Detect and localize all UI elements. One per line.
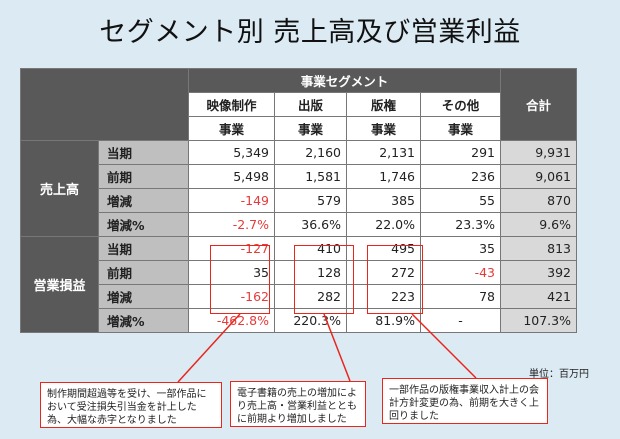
row-label: 前期 (98, 164, 189, 189)
table-row: 増減 -149 579 385 55 870 (21, 188, 577, 213)
row-label: 当期 (98, 140, 189, 165)
table-cell: 35 (188, 260, 275, 285)
table-cell: 410 (274, 236, 347, 261)
table-corner (20, 68, 189, 141)
table-cell: 2,131 (346, 140, 421, 165)
callout-rights: 一部作品の版権事業収入計上の会計方針変更の為、前期を大きく上回りました (382, 378, 548, 424)
table-cell: 579 (274, 188, 347, 213)
row-label: 増減 (98, 188, 189, 213)
op-profit-group-label: 営業損益 (20, 236, 99, 333)
total-cell: 392 (500, 260, 577, 285)
callout-video: 制作期間超過等を受け、一部作品において受注損失引当金を計上した為、大幅な赤字とな… (40, 382, 222, 428)
total-cell: 9,931 (500, 140, 577, 165)
table-cell: -2.7% (188, 212, 275, 237)
table-cell: 236 (420, 164, 501, 189)
table-cell: -127 (188, 236, 275, 261)
col-header-publishing-sub: 事業 (274, 116, 347, 141)
row-label: 増減% (98, 308, 189, 333)
table-cell: 220.3% (274, 308, 347, 333)
col-header-publishing: 出版 (274, 92, 347, 117)
col-header-rights-sub: 事業 (346, 116, 421, 141)
table-cell: 272 (346, 260, 421, 285)
total-cell: 813 (500, 236, 577, 261)
table-cell: 81.9% (346, 308, 421, 333)
total-cell: 9,061 (500, 164, 577, 189)
table-cell: -149 (188, 188, 275, 213)
row-label: 前期 (98, 260, 189, 285)
table-cell: 223 (346, 284, 421, 309)
table-cell: - (420, 308, 501, 333)
row-label: 増減 (98, 284, 189, 309)
total-header: 合計 (500, 68, 577, 141)
row-label: 当期 (98, 236, 189, 261)
table-cell: 291 (420, 140, 501, 165)
table-row: 営業損益 当期 -127 410 495 35 813 (20, 236, 577, 333)
table-row: 売上高 当期 5,349 2,160 2,131 291 9,931 (20, 140, 577, 237)
table-cell: 2,160 (274, 140, 347, 165)
table-cell: 5,349 (188, 140, 275, 165)
table-cell: -162 (188, 284, 275, 309)
col-header-video: 映像制作 (188, 92, 275, 117)
table-row: 前期 5,498 1,581 1,746 236 9,061 (21, 164, 577, 189)
table-cell: 23.3% (420, 212, 501, 237)
total-cell: 870 (500, 188, 577, 213)
page-title: セグメント別 売上高及び営業利益 (99, 17, 521, 48)
total-cell: 107.3% (500, 308, 577, 333)
table-cell: 55 (420, 188, 501, 213)
row-label: 増減% (98, 212, 189, 237)
col-header-other: その他 (420, 92, 501, 117)
table-cell: 22.0% (346, 212, 421, 237)
unit-label: 単位：百万円 (529, 369, 589, 380)
table-cell: -462.8% (188, 308, 275, 333)
table-cell: 495 (346, 236, 421, 261)
table-cell: 5,498 (188, 164, 275, 189)
table-cell: 128 (274, 260, 347, 285)
col-header-rights: 版権 (346, 92, 421, 117)
col-header-video-sub: 事業 (188, 116, 275, 141)
table-cell: -43 (420, 260, 501, 285)
callout-publishing: 電子書籍の売上の増加により売上高・営業利益とともに前期より増加しました (230, 381, 366, 427)
table-row: 増減 -162 282 223 78 421 (21, 284, 577, 309)
table-cell: 35 (420, 236, 501, 261)
table-cell: 1,581 (274, 164, 347, 189)
segment-group-header: 事業セグメント (188, 68, 501, 93)
segment-table: 事業セグメント 合計 映像制作 出版 版権 その他 事業 事業 事業 事業 売上… (20, 68, 577, 333)
total-cell: 421 (500, 284, 577, 309)
table-cell: 385 (346, 188, 421, 213)
table-cell: 1,746 (346, 164, 421, 189)
table-row: 増減% -462.8% 220.3% 81.9% - 107.3% (21, 308, 577, 333)
table-cell: 36.6% (274, 212, 347, 237)
sales-group-label: 売上高 (20, 140, 99, 237)
table-row: 前期 35 128 272 -43 392 (21, 260, 577, 285)
total-cell: 9.6% (500, 212, 577, 237)
table-cell: 78 (420, 284, 501, 309)
col-header-other-sub: 事業 (420, 116, 501, 141)
table-row: 増減% -2.7% 36.6% 22.0% 23.3% 9.6% (21, 212, 577, 237)
table-cell: 282 (274, 284, 347, 309)
